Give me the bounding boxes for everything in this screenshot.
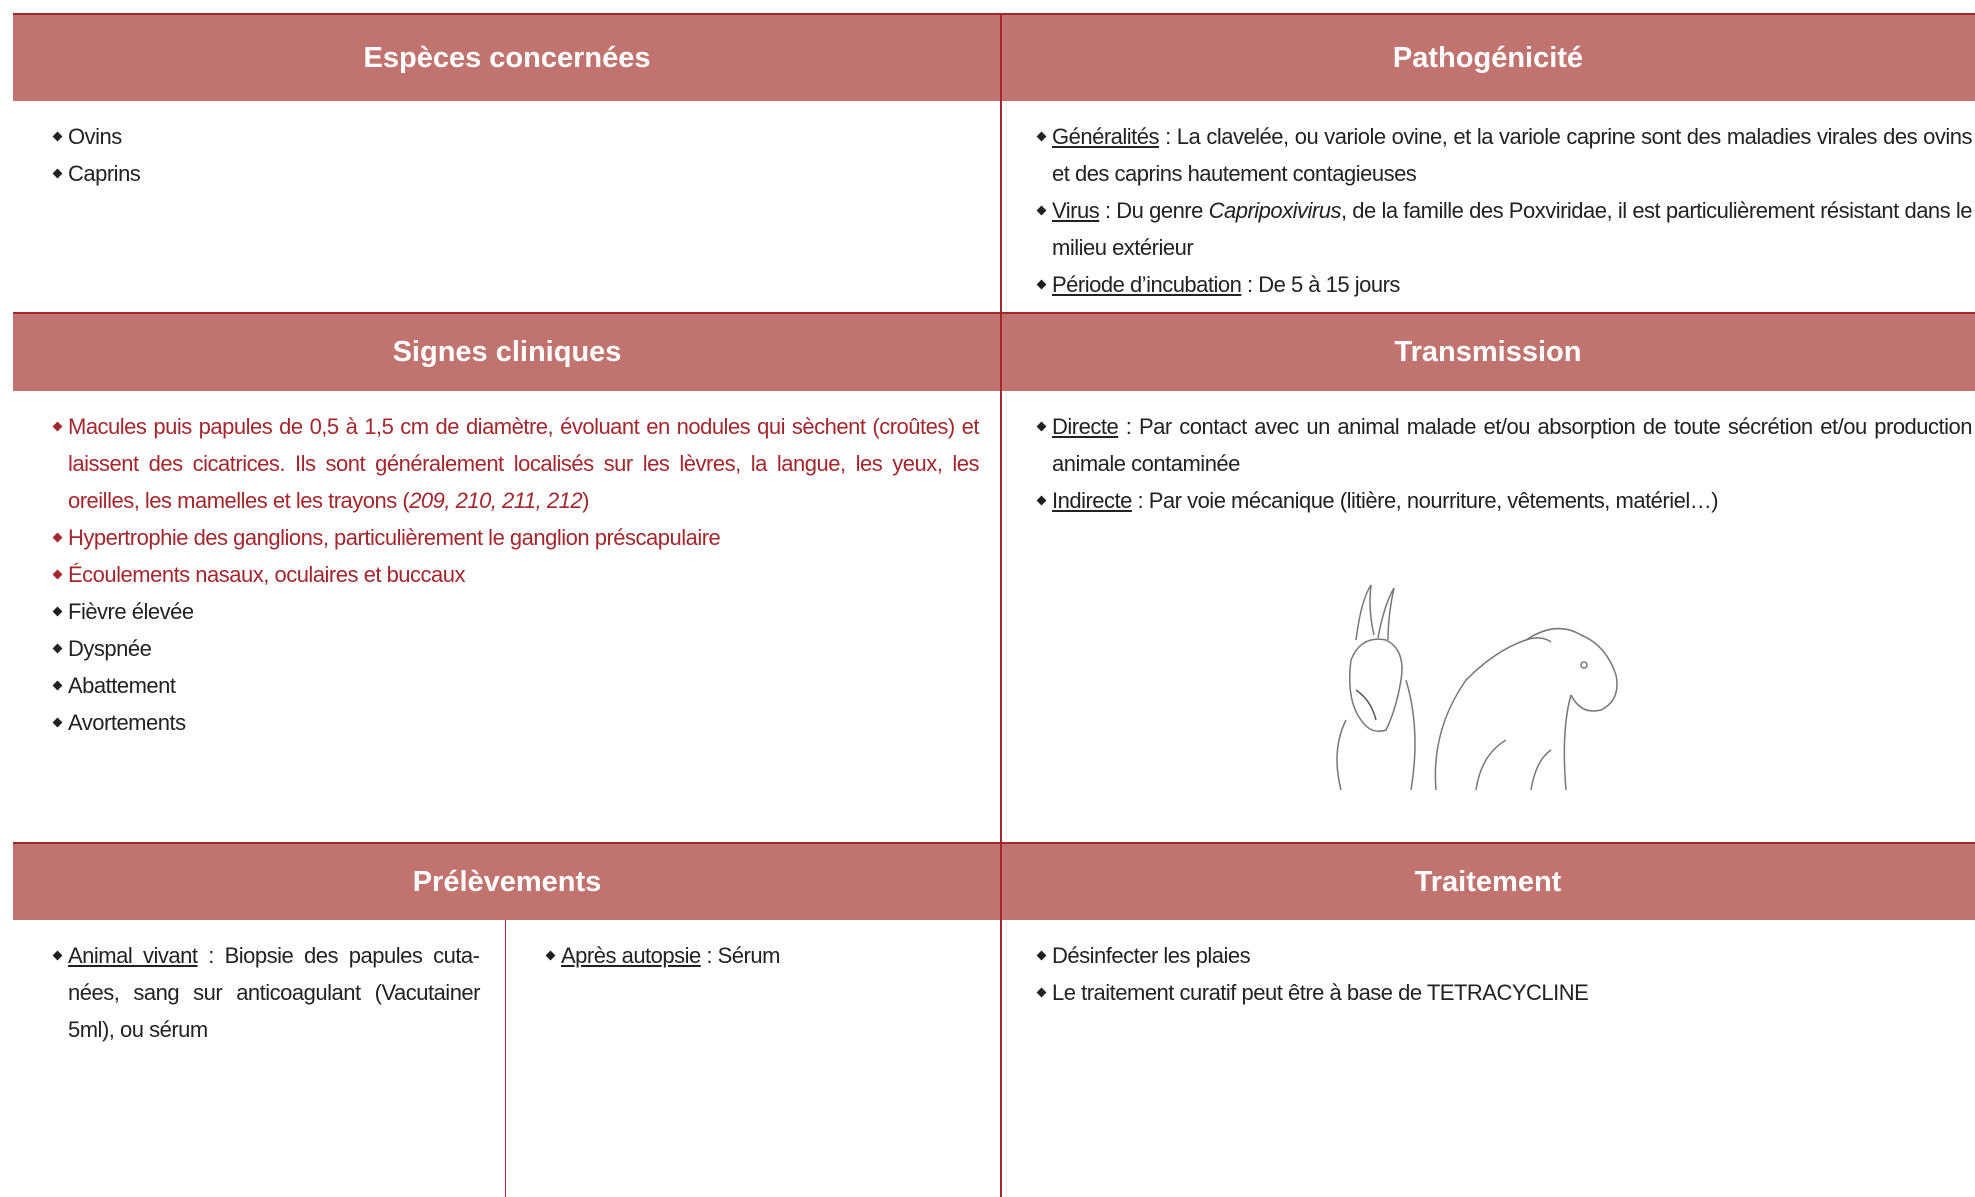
bullet	[52, 643, 63, 654]
bullet-item: Généralités : La clavelée, ou variole ov…	[1036, 118, 1973, 192]
bullet-item: Après autopsie : Sérum	[545, 937, 780, 974]
column-divider	[505, 920, 506, 1197]
bullet	[545, 950, 556, 961]
bullet	[1036, 205, 1047, 216]
item-text: : Biopsie des papules cuta­nées, sang su…	[68, 943, 481, 1042]
item-text: Ovins	[68, 124, 122, 149]
underlined-label: Période d’incubation	[1052, 272, 1242, 297]
bullet-item: Le traitement curatif peut être à base d…	[1036, 974, 1972, 1011]
column-divider	[1000, 13, 1002, 1197]
section-body: Généralités : La clavelée, ou variole ov…	[1036, 118, 1973, 303]
goat-sheep-sketch	[1336, 584, 1618, 790]
item-text: : La clavelée, ou variole ovine, et la v…	[1052, 124, 1973, 186]
section-body: Après autopsie : Sérum	[545, 937, 780, 974]
section-body: Animal vivant : Biopsie des papules cuta…	[52, 937, 481, 1048]
item-text: )	[582, 488, 589, 513]
item-text: Avortements	[68, 710, 186, 735]
section-header: Signes cliniques	[13, 312, 1001, 391]
item-text: Macules puis papules de 0,5 à 1,5 cm de …	[68, 414, 980, 513]
bullet	[52, 421, 63, 432]
bullet	[1036, 421, 1047, 432]
item-text: Abattement	[68, 673, 176, 698]
bullet-item: Virus : Du genre Capripoxivirus, de la f…	[1036, 192, 1973, 266]
item-text: Hypertrophie des ganglions, particulière…	[68, 525, 721, 550]
bullet	[52, 532, 63, 543]
bullet-item: Avortements	[52, 704, 979, 741]
bullet-item: Dyspnée	[52, 630, 979, 667]
bullet-item: Indirecte : Par voie mécanique (litière,…	[1036, 482, 1972, 519]
item-text: Le traitement curatif peut être à base d…	[1052, 980, 1589, 1005]
bullet-item: Caprins	[52, 155, 979, 192]
bullet	[1036, 987, 1047, 998]
bullet-item: Directe : Par contact avec un animal mal…	[1036, 408, 1973, 482]
underlined-label: Virus	[1052, 198, 1100, 223]
bullet	[1036, 279, 1047, 290]
italic-text: Capripoxivirus	[1208, 198, 1342, 223]
item-text: : Par contact avec un animal malade et/o…	[1052, 414, 1973, 476]
bullet	[52, 950, 63, 961]
bullet	[52, 680, 63, 691]
section-body: Macules puis papules de 0,5 à 1,5 cm de …	[52, 408, 980, 741]
underlined-label: Animal vivant	[68, 943, 198, 968]
section-body: Directe : Par contact avec un animal mal…	[1036, 408, 1973, 519]
item-text: Caprins	[68, 161, 141, 186]
item-text: Désinfecter les plaies	[1052, 943, 1251, 968]
bullet-item: Ovins	[52, 118, 979, 155]
bullet-item: Macules puis papules de 0,5 à 1,5 cm de …	[52, 408, 980, 519]
item-text: : Par voie mécanique (litière, nourritur…	[1131, 488, 1719, 513]
bullet	[52, 606, 63, 617]
bullet	[52, 569, 63, 580]
bullet-item: Période d’incubation : De 5 à 15 jours	[1036, 266, 1972, 303]
item-text: Écoulements nasaux, oculaires et buccaux	[68, 562, 466, 587]
bullet-item: Désinfecter les plaies	[1036, 937, 1972, 974]
section-body: Ovins Caprins	[52, 118, 979, 192]
item-text: Fièvre élevée	[68, 599, 194, 624]
bullet	[1036, 950, 1047, 961]
section-header: Espèces concernées	[13, 13, 1001, 101]
item-text: : Du genre	[1099, 198, 1209, 223]
underlined-label: Indirecte	[1052, 488, 1132, 513]
bullet	[52, 717, 63, 728]
item-text: : Sérum	[700, 943, 780, 968]
bullet-item: Hypertrophie des ganglions, particulière…	[52, 519, 979, 556]
bullet-item: Animal vivant : Biopsie des papules cuta…	[52, 937, 481, 1048]
underlined-label: Après autopsie	[561, 943, 701, 968]
bullet-item: Fièvre élevée	[52, 593, 979, 630]
item-text: Dyspnée	[68, 636, 152, 661]
bullet-item: Écoulements nasaux, oculaires et buccaux	[52, 556, 979, 593]
bullet	[1036, 495, 1047, 506]
underlined-label: Généralités	[1052, 124, 1160, 149]
bullet	[52, 168, 63, 179]
section-body: Désinfecter les plaies Le traitement cura…	[1036, 937, 1972, 1011]
item-text: : De 5 à 15 jours	[1241, 272, 1400, 297]
bullet	[52, 131, 63, 142]
section-header: Traitement	[1001, 842, 1975, 920]
italic-text: 209, 210, 211, 212	[409, 488, 583, 513]
bullet-item: Abattement	[52, 667, 979, 704]
section-header: Prélèvements	[13, 842, 1001, 920]
bullet	[1036, 131, 1047, 142]
underlined-label: Directe	[1052, 414, 1119, 439]
section-header: Pathogénicité	[1001, 13, 1975, 101]
item-text: , de la famille des Poxviridae, il est p…	[1052, 198, 1973, 260]
section-header: Transmission	[1001, 312, 1975, 391]
